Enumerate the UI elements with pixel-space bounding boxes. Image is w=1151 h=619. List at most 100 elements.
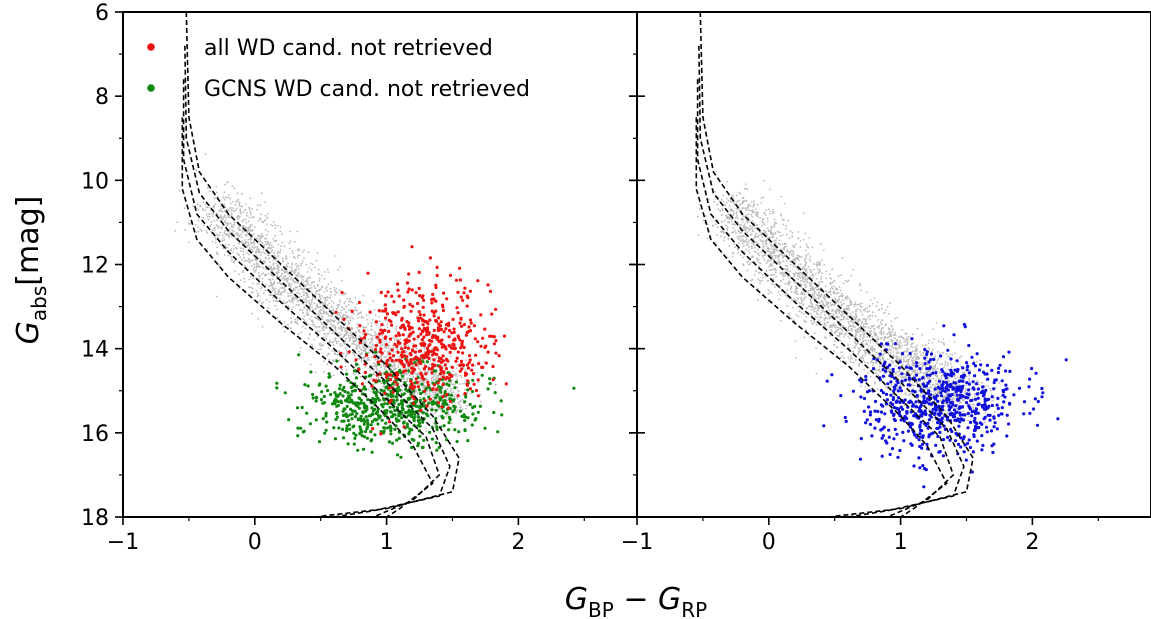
data-point [383,355,386,358]
data-point [767,292,770,295]
data-point [397,402,401,407]
data-point [299,292,301,295]
data-point [440,409,442,412]
data-point [483,345,487,350]
data-point [741,209,743,211]
data-point [212,206,215,209]
data-point [349,317,352,320]
data-point [333,330,335,333]
data-point [396,288,400,292]
data-point [787,283,790,286]
data-point [885,309,887,311]
data-point [357,368,361,372]
data-point [481,336,485,340]
data-point [773,254,776,257]
data-point [249,286,252,288]
data-point [343,389,347,394]
data-point [395,329,398,332]
data-point [474,364,477,367]
data-point [320,345,323,347]
data-point [458,321,462,325]
data-point [301,325,304,328]
data-point [371,318,374,321]
data-point [395,401,398,403]
data-point [318,277,321,280]
data-point [421,420,425,424]
data-point [921,334,923,336]
data-point [308,422,312,426]
data-point [211,240,214,243]
data-point [439,390,443,394]
data-point [314,308,316,311]
data-point [289,300,291,303]
data-point [895,352,898,354]
data-point [317,318,319,321]
data-point [287,292,289,294]
data-point [431,353,435,357]
data-point [410,326,414,330]
data-point [470,423,474,427]
data-point [305,281,308,283]
data-point [338,320,341,323]
data-point [350,300,352,303]
data-point [250,259,253,262]
data-point [389,377,393,382]
data-point [260,192,263,195]
data-point [316,285,319,287]
data-point [252,233,255,236]
data-point [352,352,355,354]
data-point [280,275,283,277]
data-point [394,368,397,371]
data-point [299,308,302,311]
data-point [401,385,403,388]
data-point [418,349,423,353]
data-point [896,370,899,373]
data-point [301,251,304,253]
data-point [381,339,384,342]
data-point [809,299,812,302]
data-point [318,382,322,386]
data-point [226,232,228,235]
data-point [258,300,261,303]
data-point [221,218,224,221]
data-point [341,427,345,431]
data-point [502,334,507,338]
data-point [386,290,390,294]
data-point [370,322,373,325]
data-point [246,231,249,233]
data-point [342,436,346,440]
data-point [356,314,359,316]
data-point [237,233,240,236]
data-point [391,344,394,347]
data-point [334,310,338,314]
data-point [377,309,381,313]
data-point [387,386,391,390]
data-point [396,348,399,351]
data-point [272,262,275,265]
data-point [442,370,446,374]
data-point [319,398,323,402]
data-point [414,363,418,367]
data-point [345,353,348,356]
data-point [383,343,385,345]
data-point [734,229,736,232]
data-point [370,412,374,416]
data-point [255,263,258,265]
data-point [342,413,346,417]
data-point [744,187,746,190]
data-point [449,390,452,392]
data-point [784,282,787,285]
left-legend: all WD cand. not retrieved GCNS WD cand.… [147,36,530,102]
data-point [427,401,431,405]
data-point [195,169,197,172]
data-point [429,417,432,420]
data-point [754,247,756,249]
data-point [749,205,752,208]
data-point [279,226,282,229]
data-point [364,350,367,353]
data-point [274,268,276,270]
data-point [276,282,279,284]
data-point [741,207,744,210]
data-point [342,326,345,329]
data-point [242,211,245,213]
